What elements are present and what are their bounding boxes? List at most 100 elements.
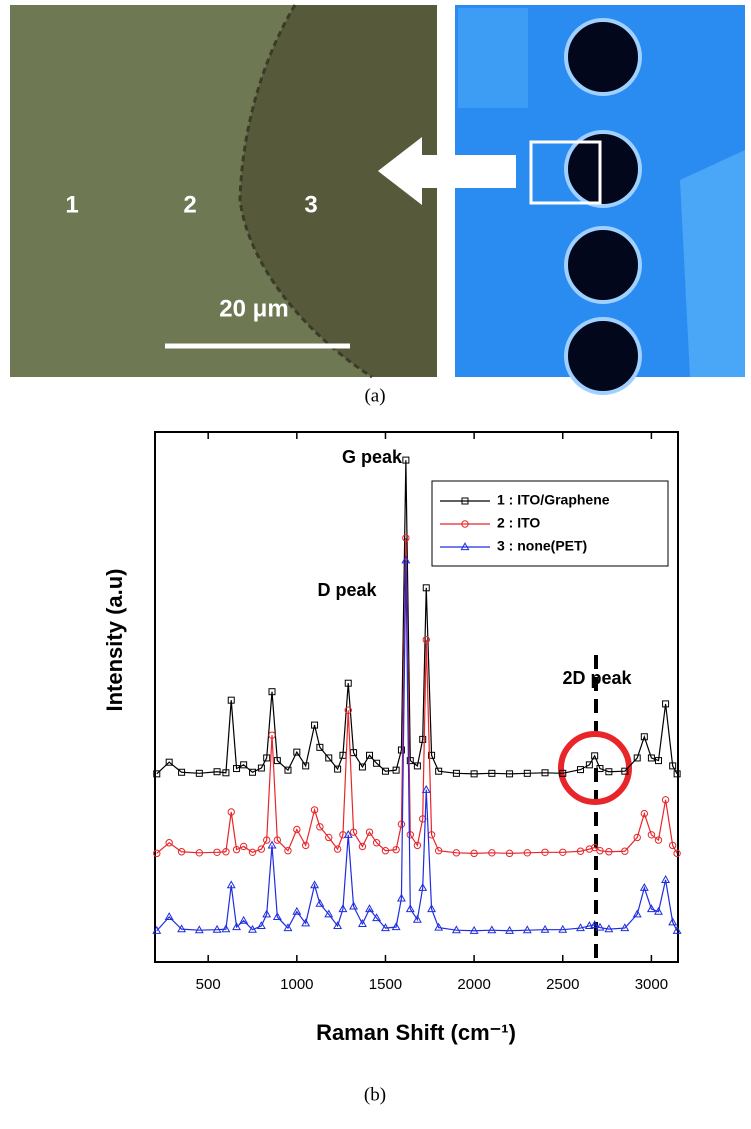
- data-point: [249, 768, 257, 776]
- data-point: [232, 845, 241, 854]
- data-point: [273, 757, 281, 765]
- x-tick-label: 1500: [369, 976, 402, 993]
- data-point: [668, 841, 677, 850]
- dot: [564, 130, 642, 208]
- data-point: [358, 763, 366, 771]
- data-point: [293, 825, 301, 834]
- region-label: 2: [183, 191, 196, 218]
- data-point: [647, 754, 655, 762]
- data-point: [239, 842, 248, 851]
- data-point: [333, 921, 343, 930]
- legend-label: 1 : ITO/Graphene: [497, 492, 610, 508]
- plot-frame: [154, 431, 679, 963]
- data-point: [366, 751, 374, 759]
- annotation: D peak: [317, 580, 377, 600]
- data-point: [248, 924, 257, 933]
- data-point: [284, 847, 292, 855]
- data-point: [262, 909, 272, 918]
- data-point: [435, 767, 443, 775]
- data-point: [668, 917, 678, 926]
- data-point: [273, 836, 282, 844]
- data-point: [267, 840, 277, 849]
- data-point: [177, 848, 186, 856]
- data-point: [505, 849, 514, 858]
- data-point: [428, 751, 436, 759]
- data-point: [325, 754, 333, 762]
- data-point: [422, 584, 430, 592]
- x-tick-label: 500: [196, 976, 221, 993]
- data-point: [165, 839, 173, 847]
- data-point: [640, 809, 649, 818]
- data-point: [654, 906, 663, 915]
- data-point: [310, 806, 319, 814]
- data-point: [164, 912, 174, 921]
- data-point: [349, 828, 358, 836]
- data-point: [488, 849, 496, 857]
- data-point: [596, 765, 604, 773]
- data-point: [178, 768, 186, 776]
- data-point: [239, 915, 249, 924]
- data-point: [647, 831, 656, 839]
- data-point: [413, 841, 422, 850]
- data-point: [434, 922, 444, 931]
- data-point: [349, 901, 359, 910]
- data-point: [452, 849, 461, 857]
- data-point: [406, 831, 414, 839]
- data-point: [452, 769, 460, 777]
- data-point: [639, 882, 649, 891]
- data-point: [333, 845, 342, 853]
- data-point: [505, 925, 515, 934]
- data-point: [523, 849, 532, 857]
- selection-box: [529, 140, 602, 205]
- x-tick-label: 1000: [280, 976, 313, 993]
- x-tick-label: 2500: [546, 976, 579, 993]
- data-point: [153, 770, 161, 778]
- data-point: [434, 847, 443, 855]
- data-point: [646, 904, 656, 913]
- data-point: [392, 766, 400, 774]
- data-point: [451, 925, 461, 934]
- data-point: [661, 796, 670, 804]
- data-point: [576, 766, 584, 774]
- data-point: [585, 845, 594, 853]
- data-point: [673, 770, 681, 778]
- data-point: [392, 845, 400, 854]
- data-point: [662, 700, 670, 708]
- data-point: [311, 721, 319, 729]
- data-point: [213, 848, 221, 856]
- data-point: [604, 924, 614, 933]
- dot: [564, 317, 642, 395]
- data-point: [661, 875, 671, 883]
- x-tick-label: 3000: [635, 976, 668, 993]
- series-line: [156, 537, 678, 854]
- data-point: [421, 784, 431, 793]
- data-point: [559, 848, 567, 856]
- data-point: [194, 925, 204, 934]
- annotation: G peak: [342, 447, 403, 467]
- data-point: [165, 758, 173, 766]
- data-point: [344, 679, 352, 687]
- data-point: [576, 923, 585, 932]
- data-point: [365, 904, 374, 913]
- data-point: [620, 923, 630, 932]
- data-point: [673, 849, 681, 858]
- data-point: [585, 761, 593, 769]
- data-point: [177, 924, 187, 933]
- data-point: [576, 847, 585, 855]
- data-point: [240, 761, 248, 769]
- data-point: [419, 735, 427, 743]
- data-point: [283, 923, 293, 932]
- data-point: [427, 904, 437, 913]
- data-point: [605, 848, 613, 856]
- data-point: [213, 768, 221, 776]
- data-point: [372, 839, 381, 847]
- data-point: [406, 757, 414, 765]
- region-3: [240, 5, 437, 377]
- data-point: [152, 925, 162, 934]
- data-point: [153, 849, 161, 858]
- data-point: [541, 769, 549, 777]
- legend-marker: [460, 542, 470, 551]
- data-point: [412, 914, 422, 923]
- data-point: [212, 924, 222, 933]
